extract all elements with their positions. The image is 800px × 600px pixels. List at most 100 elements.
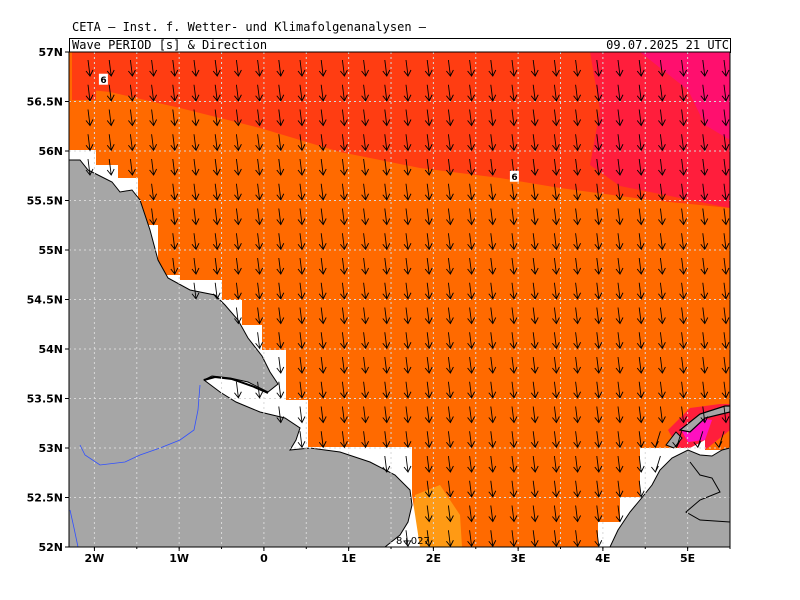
wave-arrow bbox=[488, 233, 497, 251]
wave-arrow bbox=[424, 480, 433, 498]
wave-arrow bbox=[636, 282, 645, 300]
wave-arrow bbox=[658, 233, 666, 251]
wave-arrow bbox=[615, 431, 624, 449]
wave-arrow bbox=[149, 59, 158, 77]
wave-arrow bbox=[276, 356, 285, 374]
wave-arrow bbox=[573, 59, 582, 77]
wave-arrow bbox=[318, 381, 327, 399]
wave-arrow bbox=[255, 183, 264, 201]
wave-arrow bbox=[297, 158, 306, 176]
wave-arrow bbox=[573, 134, 582, 152]
wave-arrow bbox=[573, 158, 582, 176]
wave-arrow bbox=[530, 59, 539, 77]
wave-arrow bbox=[509, 59, 518, 77]
wave-arrow bbox=[552, 84, 560, 102]
wave-arrow bbox=[552, 480, 560, 498]
wave-arrow bbox=[424, 183, 433, 201]
wave-arrow bbox=[552, 505, 560, 523]
wave-arrow bbox=[446, 332, 454, 350]
wave-arrow bbox=[361, 208, 370, 226]
wave-arrow bbox=[488, 381, 497, 399]
wave-arrow bbox=[636, 356, 645, 374]
wave-arrow bbox=[509, 332, 518, 350]
lat-tick-label: 56.5N bbox=[27, 96, 63, 109]
wave-arrow bbox=[700, 59, 709, 77]
wave-arrow bbox=[573, 233, 582, 251]
wave-arrow bbox=[234, 208, 242, 226]
wave-arrow bbox=[382, 381, 391, 399]
wave-arrow bbox=[721, 183, 730, 201]
wave-arrow bbox=[403, 208, 412, 226]
wave-arrow bbox=[636, 233, 645, 251]
wave-arrow bbox=[446, 455, 454, 473]
wave-arrow bbox=[552, 59, 560, 77]
wave-arrow bbox=[318, 307, 327, 325]
wave-arrow bbox=[255, 59, 264, 77]
wave-arrow bbox=[552, 208, 560, 226]
wave-arrow bbox=[255, 233, 264, 251]
wave-arrow bbox=[318, 406, 327, 424]
wave-arrow bbox=[340, 381, 348, 399]
wave-arrow bbox=[467, 257, 476, 275]
wave-arrow bbox=[467, 158, 476, 176]
sea-period-8 bbox=[640, 52, 730, 140]
wave-arrow bbox=[297, 406, 306, 424]
wave-arrow bbox=[297, 381, 306, 399]
wave-arrow bbox=[573, 530, 582, 547]
wave-arrow bbox=[530, 257, 539, 275]
wave-arrow bbox=[700, 406, 709, 424]
wave-arrow bbox=[234, 134, 242, 152]
wave-arrow bbox=[361, 431, 370, 449]
wave-arrow bbox=[424, 208, 433, 226]
wave-arrow bbox=[658, 134, 666, 152]
contour-label: 6 bbox=[511, 173, 517, 183]
wave-arrow bbox=[552, 431, 560, 449]
wave-arrow bbox=[255, 109, 264, 127]
wave-arrow bbox=[106, 59, 115, 77]
wave-arrow bbox=[234, 183, 242, 201]
wave-arrow bbox=[361, 158, 370, 176]
wave-arrow bbox=[467, 406, 476, 424]
wave-arrow bbox=[467, 282, 476, 300]
wave-arrow bbox=[594, 332, 603, 350]
wave-arrow bbox=[509, 282, 518, 300]
wave-arrow bbox=[700, 356, 709, 374]
wave-arrow bbox=[382, 59, 391, 77]
wave-arrow bbox=[170, 183, 179, 201]
wave-arrow bbox=[361, 406, 370, 424]
wave-arrow bbox=[700, 134, 709, 152]
wave-arrow bbox=[615, 59, 624, 77]
wave-arrow bbox=[191, 134, 200, 152]
wave-arrow bbox=[191, 84, 200, 102]
wave-arrow bbox=[552, 282, 560, 300]
wave-arrow bbox=[467, 307, 476, 325]
wave-arrow bbox=[340, 59, 348, 77]
wave-arrow bbox=[424, 530, 433, 547]
wave-arrow bbox=[636, 208, 645, 226]
wave-arrow bbox=[509, 381, 518, 399]
wave-arrow bbox=[297, 332, 306, 350]
wave-arrow bbox=[700, 257, 709, 275]
wave-arrow bbox=[488, 109, 497, 127]
wave-arrow bbox=[615, 282, 624, 300]
wave-arrow bbox=[234, 59, 242, 77]
wave-arrow bbox=[721, 134, 730, 152]
wadden-islands bbox=[678, 405, 730, 433]
wave-arrow bbox=[361, 282, 370, 300]
wave-arrow bbox=[297, 282, 306, 300]
wave-arrow bbox=[128, 109, 136, 127]
wave-arrow bbox=[424, 455, 433, 473]
wave-arrow bbox=[297, 356, 306, 374]
wave-arrow bbox=[700, 381, 709, 399]
wave-arrow bbox=[467, 505, 476, 523]
valid-time: 09.07.2025 21 UTC bbox=[606, 38, 729, 52]
lat-tick-label: 52N bbox=[38, 541, 63, 554]
wave-arrow bbox=[509, 208, 518, 226]
wave-arrow bbox=[85, 134, 94, 152]
wave-arrow bbox=[679, 307, 688, 325]
wave-arrow bbox=[530, 307, 539, 325]
wave-arrow bbox=[318, 59, 327, 77]
wave-arrow bbox=[403, 183, 412, 201]
wave-arrow bbox=[573, 356, 582, 374]
wave-arrow bbox=[573, 257, 582, 275]
